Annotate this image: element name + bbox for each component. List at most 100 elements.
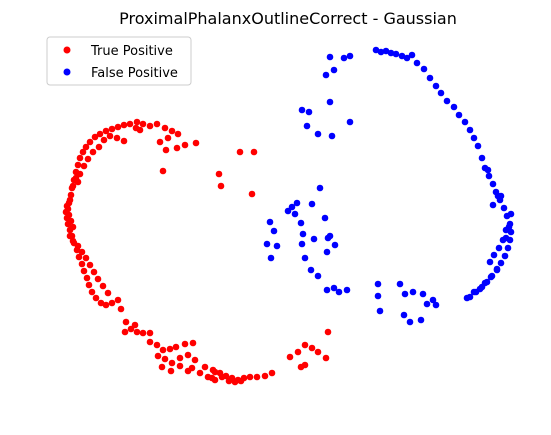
point-false-positive-41 [330,66,338,74]
point-false-positive-53 [270,227,278,235]
point-true-positive-44 [83,274,91,282]
point-false-positive-8 [413,59,421,67]
point-false-positive-23 [489,180,497,188]
point-true-positive-9 [74,161,82,169]
point-false-positive-33 [497,259,505,267]
point-true-positive-114 [82,254,90,262]
point-false-positive-108 [502,234,510,242]
point-true-positive-34 [64,205,72,213]
point-false-positive-107 [476,285,484,293]
point-false-positive-75 [323,286,331,294]
point-true-positive-124 [236,148,244,156]
point-false-positive-50 [346,118,354,126]
point-false-positive-61 [297,219,305,227]
point-false-positive-54 [263,240,271,248]
legend-frame [46,36,192,86]
legend-marker-false-positive [63,68,71,76]
point-true-positive-137 [158,363,166,371]
point-false-positive-42 [340,54,348,62]
point-true-positive-97 [237,377,245,385]
point-true-positive-133 [176,362,184,370]
point-true-positive-112 [74,242,82,250]
point-true-positive-77 [246,373,254,381]
point-false-positive-58 [288,203,296,211]
point-true-positive-46 [88,288,96,296]
point-false-positive-15 [455,111,463,119]
point-true-positive-111 [69,237,77,245]
point-false-positive-74 [314,272,322,280]
point-false-positive-60 [291,210,299,218]
point-true-positive-19 [120,121,128,129]
point-true-positive-109 [120,137,128,145]
point-false-positive-1 [377,48,385,56]
point-false-positive-105 [487,273,495,281]
point-true-positive-41 [75,253,83,261]
point-true-positive-36 [67,217,75,225]
point-false-positive-22 [485,172,493,180]
point-true-positive-67 [176,354,184,362]
point-false-positive-109 [505,223,513,231]
point-false-positive-98 [489,201,497,209]
point-false-positive-102 [484,166,492,174]
point-true-positive-86 [322,354,330,362]
point-true-positive-115 [86,261,94,269]
point-true-positive-70 [201,363,209,371]
point-true-positive-103 [84,155,92,163]
point-true-positive-80 [268,369,276,377]
point-true-positive-62 [181,340,189,348]
point-false-positive-84 [409,288,417,296]
point-false-positive-80 [374,292,382,300]
point-false-positive-106 [481,279,489,287]
point-false-positive-29 [507,228,515,236]
point-false-positive-26 [500,204,508,212]
point-false-positive-48 [303,122,311,130]
point-false-positive-16 [461,118,469,126]
point-false-positive-65 [321,214,329,222]
point-false-positive-92 [486,258,494,266]
point-true-positive-25 [161,124,169,132]
point-true-positive-68 [184,351,192,359]
point-false-positive-18 [470,134,478,142]
point-true-positive-27 [174,130,182,138]
point-true-positive-105 [95,143,103,151]
point-true-positive-37 [69,223,77,231]
point-true-positive-94 [218,373,226,381]
point-true-positive-24 [153,120,161,128]
point-true-positive-58 [153,341,161,349]
point-true-positive-59 [159,346,167,354]
point-true-positive-121 [132,124,140,132]
point-true-positive-52 [117,305,125,313]
point-true-positive-31 [192,139,200,147]
point-true-positive-129 [159,167,167,175]
point-true-positive-134 [184,367,192,375]
legend: True Positive False Positive [46,36,192,86]
point-true-positive-23 [146,122,154,130]
point-true-positive-53 [122,318,130,326]
point-true-positive-135 [167,367,175,375]
point-true-positive-116 [90,268,98,276]
point-true-positive-126 [215,170,223,178]
point-true-positive-30 [181,141,189,149]
point-false-positive-93 [490,251,498,259]
point-false-positive-31 [504,244,512,252]
point-false-positive-3 [387,49,395,57]
point-false-positive-19 [474,142,482,150]
point-true-positive-88 [301,361,309,369]
point-true-positive-119 [104,289,112,297]
point-false-positive-5 [398,52,406,60]
point-false-positive-76 [330,284,338,292]
point-true-positive-17 [108,125,116,133]
point-true-positive-108 [113,134,121,142]
point-true-positive-110 [66,232,74,240]
point-false-positive-20 [478,154,486,162]
point-true-positive-69 [191,356,199,364]
point-true-positive-33 [65,199,73,207]
point-true-positive-35 [65,211,73,219]
point-true-positive-130 [131,321,139,329]
point-false-positive-55 [273,242,281,250]
point-true-positive-131 [121,328,129,336]
point-true-positive-64 [154,352,162,360]
point-false-positive-14 [450,103,458,111]
point-true-positive-66 [168,359,176,367]
